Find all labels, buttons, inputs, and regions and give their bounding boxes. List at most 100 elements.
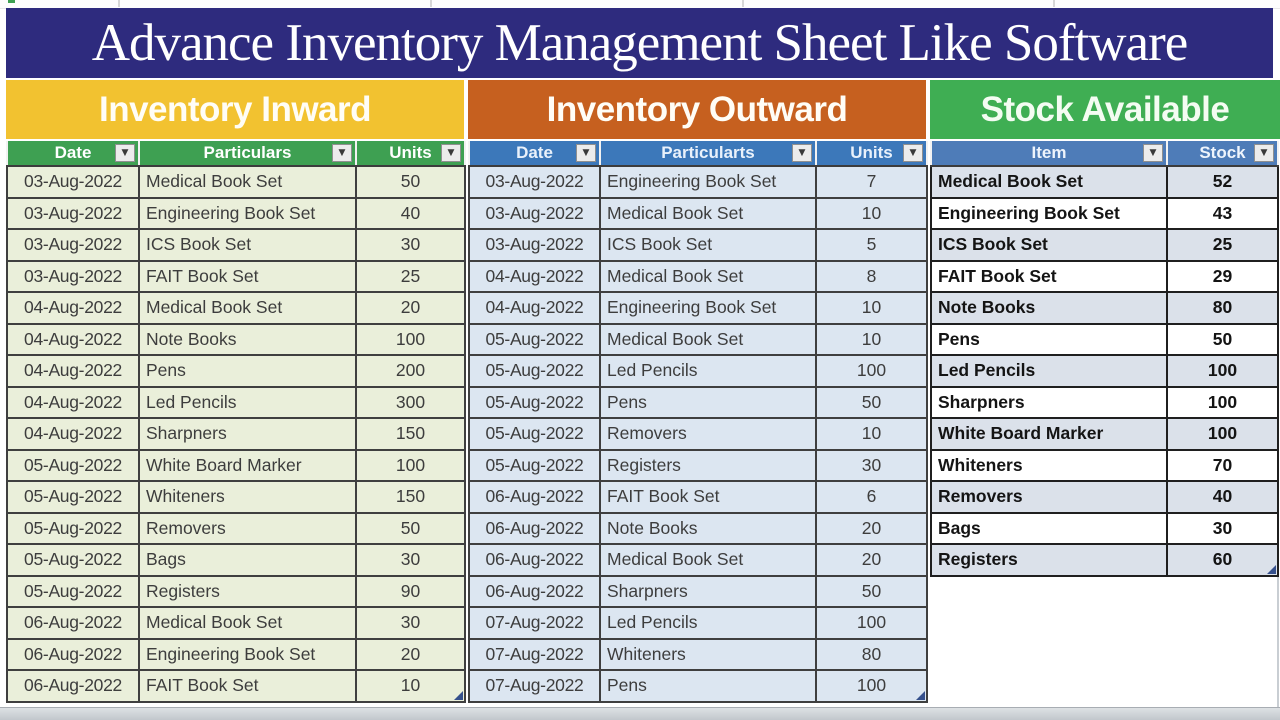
- stock-stock-cell[interactable]: 100: [1166, 354, 1279, 388]
- outward-date-cell[interactable]: 05-Aug-2022: [468, 417, 601, 451]
- inward-particulars-cell[interactable]: Whiteners: [138, 480, 357, 514]
- inward-date-cell[interactable]: 05-Aug-2022: [6, 543, 140, 577]
- stock-stock-cell[interactable]: 80: [1166, 291, 1279, 325]
- inward-units-cell[interactable]: 40: [355, 196, 466, 230]
- outward-date-cell[interactable]: 05-Aug-2022: [468, 354, 601, 388]
- outward-particulars-cell[interactable]: Pens: [599, 669, 817, 703]
- inward-particulars-filter-button[interactable]: ▼: [332, 144, 352, 162]
- outward-date-cell[interactable]: 06-Aug-2022: [468, 480, 601, 514]
- inward-particulars-cell[interactable]: Medical Book Set: [138, 606, 357, 640]
- table-resize-handle-icon[interactable]: [1267, 564, 1276, 574]
- outward-units-cell[interactable]: 20: [815, 543, 928, 577]
- inward-particulars-cell[interactable]: Removers: [138, 511, 357, 545]
- inward-particulars-cell[interactable]: Medical Book Set: [138, 291, 357, 325]
- outward-particulars-cell[interactable]: Medical Book Set: [599, 259, 817, 293]
- outward-units-cell[interactable]: 100: [815, 354, 928, 388]
- outward-units-cell[interactable]: 100: [815, 669, 928, 703]
- inward-units-cell[interactable]: 50: [355, 165, 466, 199]
- stock-item-filter-button[interactable]: ▼: [1143, 144, 1163, 162]
- inward-units-cell[interactable]: 90: [355, 574, 466, 608]
- stock-item-cell[interactable]: Sharpners: [930, 385, 1168, 419]
- inward-date-cell[interactable]: 03-Aug-2022: [6, 259, 140, 293]
- outward-units-cell[interactable]: 10: [815, 196, 928, 230]
- inward-particulars-cell[interactable]: Note Books: [138, 322, 357, 356]
- outward-particulars-cell[interactable]: ICS Book Set: [599, 228, 817, 262]
- outward-units-cell[interactable]: 50: [815, 385, 928, 419]
- inward-particulars-cell[interactable]: Sharpners: [138, 417, 357, 451]
- inward-particulars-header[interactable]: Particulars ▼: [138, 141, 357, 167]
- stock-item-cell[interactable]: Note Books: [930, 291, 1168, 325]
- outward-particulars-cell[interactable]: Engineering Book Set: [599, 165, 817, 199]
- inward-date-cell[interactable]: 06-Aug-2022: [6, 637, 140, 671]
- outward-particulars-cell[interactable]: Medical Book Set: [599, 322, 817, 356]
- inward-units-cell[interactable]: 200: [355, 354, 466, 388]
- outward-date-header[interactable]: Date ▼: [468, 141, 601, 167]
- outward-date-cell[interactable]: 06-Aug-2022: [468, 511, 601, 545]
- stock-stock-cell[interactable]: 100: [1166, 417, 1279, 451]
- stock-item-cell[interactable]: Medical Book Set: [930, 165, 1168, 199]
- outward-units-cell[interactable]: 5: [815, 228, 928, 262]
- inward-particulars-cell[interactable]: ICS Book Set: [138, 228, 357, 262]
- outward-units-cell[interactable]: 7: [815, 165, 928, 199]
- stock-stock-header[interactable]: Stock ▼: [1166, 141, 1279, 167]
- outward-date-cell[interactable]: 05-Aug-2022: [468, 385, 601, 419]
- outward-particulars-cell[interactable]: Removers: [599, 417, 817, 451]
- outward-particulars-cell[interactable]: Whiteners: [599, 637, 817, 671]
- table-resize-handle-icon[interactable]: [454, 690, 463, 700]
- outward-units-cell[interactable]: 10: [815, 322, 928, 356]
- inward-date-cell[interactable]: 04-Aug-2022: [6, 385, 140, 419]
- stock-item-cell[interactable]: Pens: [930, 322, 1168, 356]
- stock-stock-filter-button[interactable]: ▼: [1254, 144, 1274, 162]
- stock-stock-cell[interactable]: 100: [1166, 385, 1279, 419]
- outward-date-cell[interactable]: 06-Aug-2022: [468, 543, 601, 577]
- inward-date-cell[interactable]: 05-Aug-2022: [6, 448, 140, 482]
- inward-units-cell[interactable]: 30: [355, 228, 466, 262]
- stock-stock-cell[interactable]: 25: [1166, 228, 1279, 262]
- inward-units-cell[interactable]: 50: [355, 511, 466, 545]
- inward-date-cell[interactable]: 03-Aug-2022: [6, 228, 140, 262]
- outward-date-cell[interactable]: 07-Aug-2022: [468, 669, 601, 703]
- outward-date-filter-button[interactable]: ▼: [576, 144, 596, 162]
- outward-units-cell[interactable]: 80: [815, 637, 928, 671]
- stock-item-cell[interactable]: Bags: [930, 511, 1168, 545]
- outward-date-cell[interactable]: 07-Aug-2022: [468, 637, 601, 671]
- stock-stock-cell[interactable]: 30: [1166, 511, 1279, 545]
- inward-particulars-cell[interactable]: FAIT Book Set: [138, 259, 357, 293]
- outward-particulars-cell[interactable]: Engineering Book Set: [599, 291, 817, 325]
- stock-item-cell[interactable]: Registers: [930, 543, 1168, 577]
- inward-particulars-cell[interactable]: Engineering Book Set: [138, 196, 357, 230]
- outward-units-cell[interactable]: 10: [815, 291, 928, 325]
- inward-particulars-cell[interactable]: Bags: [138, 543, 357, 577]
- outward-particulars-cell[interactable]: FAIT Book Set: [599, 480, 817, 514]
- stock-stock-cell[interactable]: 70: [1166, 448, 1279, 482]
- outward-units-filter-button[interactable]: ▼: [903, 144, 923, 162]
- stock-stock-cell[interactable]: 52: [1166, 165, 1279, 199]
- outward-particulars-cell[interactable]: Medical Book Set: [599, 196, 817, 230]
- outward-units-header[interactable]: Units ▼: [815, 141, 928, 167]
- inward-units-filter-button[interactable]: ▼: [441, 144, 461, 162]
- inward-date-cell[interactable]: 06-Aug-2022: [6, 606, 140, 640]
- inward-units-cell[interactable]: 20: [355, 291, 466, 325]
- stock-item-cell[interactable]: FAIT Book Set: [930, 259, 1168, 293]
- outward-units-cell[interactable]: 10: [815, 417, 928, 451]
- stock-stock-cell[interactable]: 43: [1166, 196, 1279, 230]
- inward-particulars-cell[interactable]: FAIT Book Set: [138, 669, 357, 703]
- stock-stock-cell[interactable]: 40: [1166, 480, 1279, 514]
- outward-particulars-cell[interactable]: Led Pencils: [599, 606, 817, 640]
- inward-units-cell[interactable]: 25: [355, 259, 466, 293]
- inward-date-cell[interactable]: 04-Aug-2022: [6, 291, 140, 325]
- inward-date-header[interactable]: Date ▼: [6, 141, 140, 167]
- outward-particulars-filter-button[interactable]: ▼: [792, 144, 812, 162]
- inward-units-cell[interactable]: 300: [355, 385, 466, 419]
- stock-item-cell[interactable]: Led Pencils: [930, 354, 1168, 388]
- outward-units-cell[interactable]: 30: [815, 448, 928, 482]
- outward-particulars-cell[interactable]: Sharpners: [599, 574, 817, 608]
- inward-date-cell[interactable]: 03-Aug-2022: [6, 196, 140, 230]
- inward-date-cell[interactable]: 03-Aug-2022: [6, 165, 140, 199]
- outward-date-cell[interactable]: 05-Aug-2022: [468, 322, 601, 356]
- inward-date-cell[interactable]: 05-Aug-2022: [6, 574, 140, 608]
- inward-date-cell[interactable]: 04-Aug-2022: [6, 354, 140, 388]
- inward-date-cell[interactable]: 05-Aug-2022: [6, 480, 140, 514]
- stock-stock-cell[interactable]: 29: [1166, 259, 1279, 293]
- outward-date-cell[interactable]: 04-Aug-2022: [468, 291, 601, 325]
